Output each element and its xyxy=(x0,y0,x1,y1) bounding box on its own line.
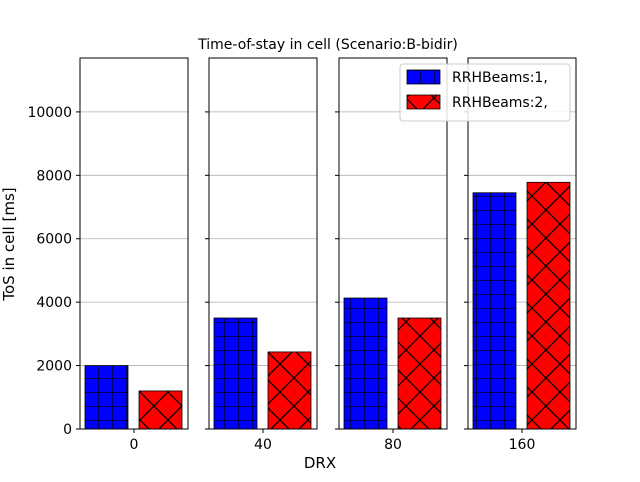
panel-drx-40: 40 xyxy=(205,57,318,453)
legend-swatch-hatch xyxy=(406,69,441,85)
legend: RRHBeams:1, RRHBeams:2, xyxy=(399,63,571,122)
panel-drx-80: 80 xyxy=(335,57,448,453)
y-axis-label: ToS in cell [ms] xyxy=(0,187,18,301)
panel-drx-0: 0 2000 4000 6000 8000 10000 0 xyxy=(27,57,189,453)
bar-hatch xyxy=(397,317,442,430)
x-tick-label: 80 xyxy=(384,437,402,453)
x-axis-label: DRX xyxy=(304,454,336,472)
y-tick-label: 8000 xyxy=(36,168,72,184)
bar-hatch xyxy=(472,192,517,430)
legend-label: RRHBeams:1, xyxy=(452,70,548,86)
y-tick-label: 4000 xyxy=(36,295,72,311)
bar-hatch xyxy=(138,390,183,430)
x-tick-label: 160 xyxy=(509,437,536,453)
y-tick-label: 2000 xyxy=(36,359,72,375)
plot-layer: 0 2000 4000 6000 8000 10000 0 40 80 160 xyxy=(27,57,577,453)
y-tick-label: 10000 xyxy=(27,105,72,121)
panel-drx-160: 160 xyxy=(464,57,577,453)
legend-label: RRHBeams:2, xyxy=(452,95,548,111)
legend-swatch-hatch xyxy=(406,94,441,110)
chart-title: Time-of-stay in cell (Scenario:B-bidir) xyxy=(197,37,458,53)
bar-hatch xyxy=(526,181,571,430)
bar-hatch xyxy=(213,317,258,430)
legend-frame xyxy=(399,63,571,122)
bar-hatch xyxy=(84,365,129,430)
bar-hatch xyxy=(343,297,388,430)
y-tick-label: 0 xyxy=(63,422,72,438)
bar-hatch xyxy=(267,351,312,430)
x-tick-label: 40 xyxy=(254,437,272,453)
x-tick-label: 0 xyxy=(130,437,139,453)
y-tick-label: 6000 xyxy=(36,232,72,248)
